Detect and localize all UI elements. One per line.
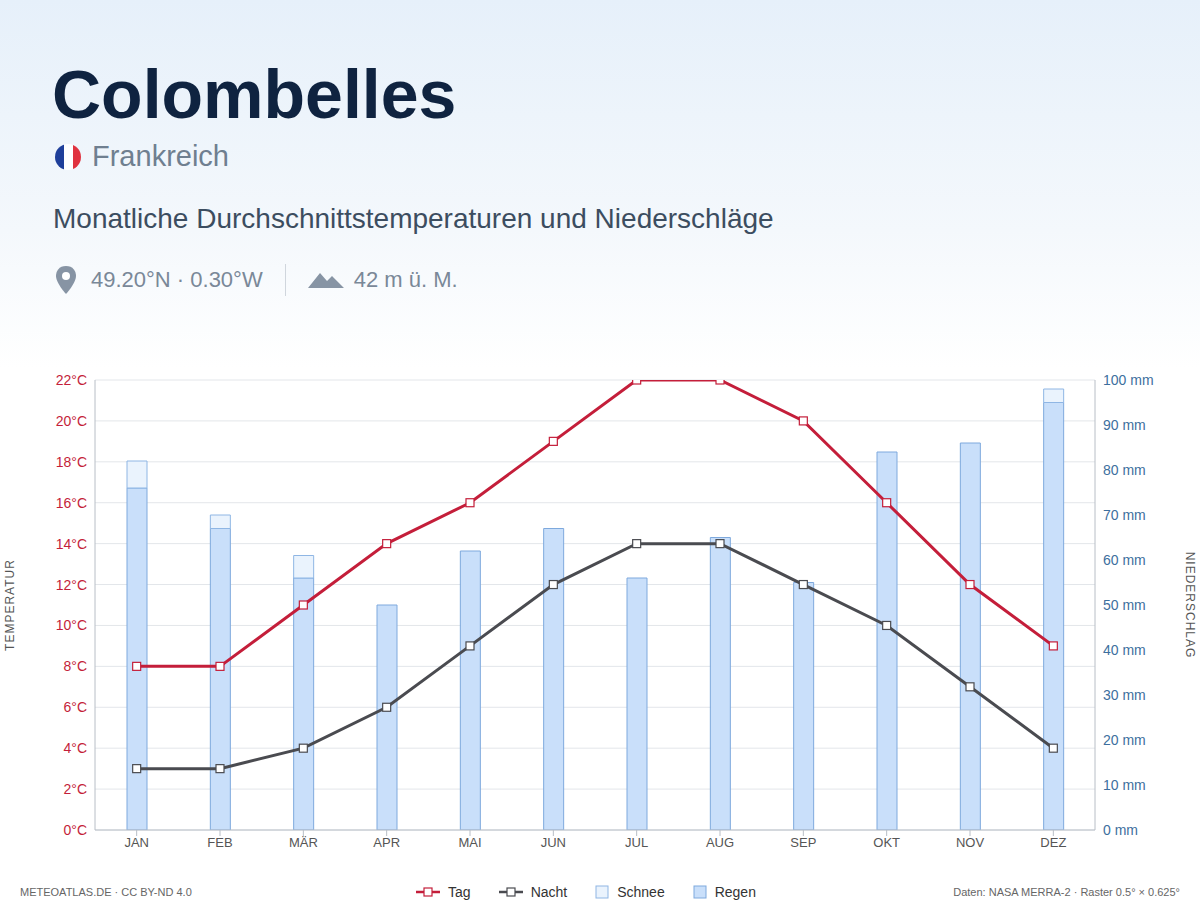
svg-text:20°C: 20°C bbox=[56, 413, 87, 429]
svg-text:60 mm: 60 mm bbox=[1103, 552, 1146, 568]
svg-text:100 mm: 100 mm bbox=[1103, 372, 1154, 388]
svg-text:MAI: MAI bbox=[458, 835, 481, 850]
svg-text:NOV: NOV bbox=[956, 835, 985, 850]
html-text:Regen: Regen bbox=[714, 884, 756, 900]
svg-text:10°C: 10°C bbox=[56, 617, 87, 633]
svg-text:18°C: 18°C bbox=[56, 454, 87, 470]
svg-text:2°C: 2°C bbox=[64, 781, 88, 797]
svg-text:TEMPERATUR: TEMPERATUR bbox=[3, 559, 17, 651]
svg-text:14°C: 14°C bbox=[56, 536, 87, 552]
html-text:METEOATLAS.DE · CC BY-ND 4.0: METEOATLAS.DE · CC BY-ND 4.0 bbox=[20, 886, 192, 898]
svg-text:JAN: JAN bbox=[124, 835, 149, 850]
svg-text:0°C: 0°C bbox=[64, 822, 88, 838]
svg-text:16°C: 16°C bbox=[56, 495, 87, 511]
svg-text:22°C: 22°C bbox=[56, 372, 87, 388]
svg-text:JUN: JUN bbox=[541, 835, 566, 850]
html-text:Daten: NASA MERRA-2 · Raster 0: Daten: NASA MERRA-2 · Raster 0.5° × 0.62… bbox=[953, 886, 1180, 898]
html-text:42 m ü. M.: 42 m ü. M. bbox=[353, 267, 458, 292]
html-text:49.20°N · 0.30°W: 49.20°N · 0.30°W bbox=[91, 267, 263, 292]
svg-text:6°C: 6°C bbox=[64, 699, 88, 715]
svg-text:APR: APR bbox=[373, 835, 400, 850]
html-text:Schnee: Schnee bbox=[617, 884, 665, 900]
svg-text:30 mm: 30 mm bbox=[1103, 687, 1146, 703]
svg-text:AUG: AUG bbox=[706, 835, 734, 850]
svg-text:8°C: 8°C bbox=[64, 658, 88, 674]
svg-text:10 mm: 10 mm bbox=[1103, 777, 1146, 793]
svg-text:70 mm: 70 mm bbox=[1103, 507, 1146, 523]
svg-text:0 mm: 0 mm bbox=[1103, 822, 1138, 838]
html-text:Frankreich: Frankreich bbox=[92, 140, 229, 172]
svg-text:SEP: SEP bbox=[790, 835, 816, 850]
html-text:Monatliche Durchschnittstemper: Monatliche Durchschnittstemperaturen und… bbox=[53, 203, 774, 234]
svg-text:40 mm: 40 mm bbox=[1103, 642, 1146, 658]
svg-text:80 mm: 80 mm bbox=[1103, 462, 1146, 478]
svg-text:50 mm: 50 mm bbox=[1103, 597, 1146, 613]
svg-text:FEB: FEB bbox=[207, 835, 232, 850]
html-text:Colombelles: Colombelles bbox=[52, 56, 457, 132]
svg-text:12°C: 12°C bbox=[56, 577, 87, 593]
svg-text:NIEDERSCHLAG: NIEDERSCHLAG bbox=[1183, 552, 1197, 659]
svg-text:DEZ: DEZ bbox=[1040, 835, 1066, 850]
svg-text:90 mm: 90 mm bbox=[1103, 417, 1146, 433]
svg-text:JUL: JUL bbox=[625, 835, 648, 850]
html-text:Nacht: Nacht bbox=[530, 884, 568, 900]
html-text:Tag: Tag bbox=[448, 884, 471, 900]
svg-text:OKT: OKT bbox=[873, 835, 900, 850]
svg-text:4°C: 4°C bbox=[64, 740, 88, 756]
svg-text:20 mm: 20 mm bbox=[1103, 732, 1146, 748]
svg-text:MÄR: MÄR bbox=[289, 835, 318, 850]
